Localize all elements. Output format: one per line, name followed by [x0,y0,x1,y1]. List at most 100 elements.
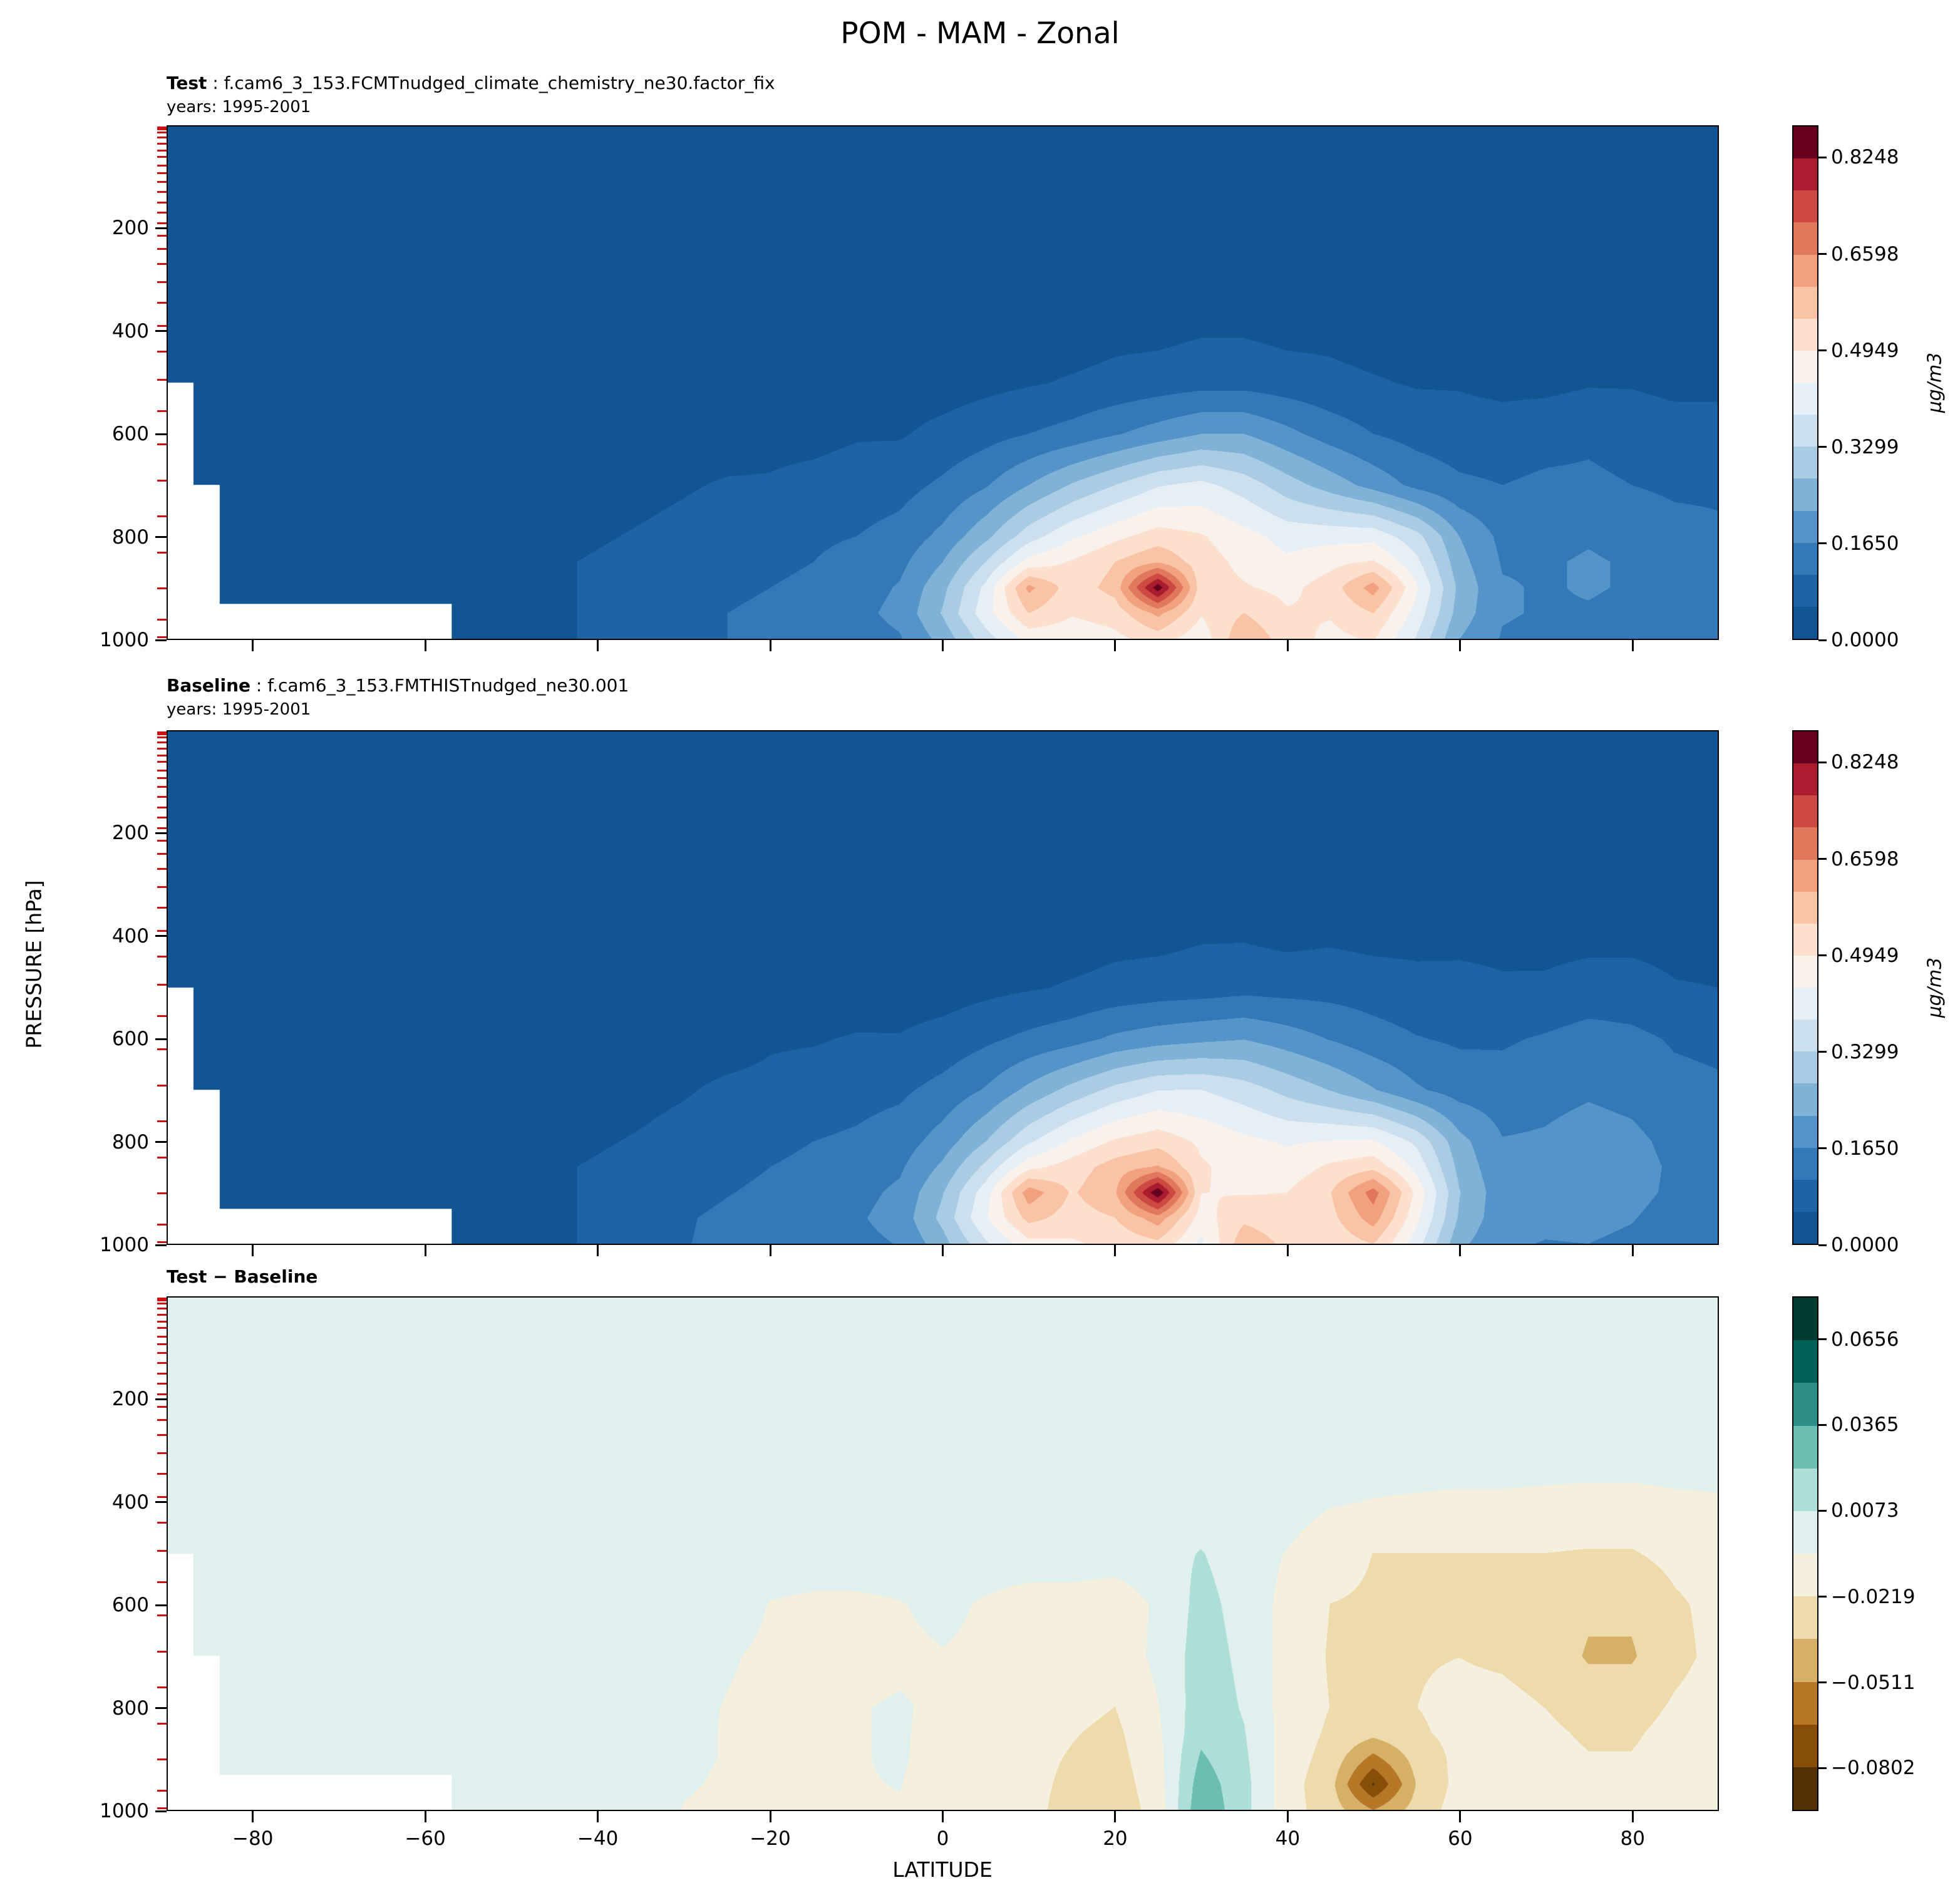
colorbar-segment [1793,350,1817,383]
colorbar-segment [1793,222,1817,255]
colorbar-segment [1793,510,1817,543]
x-tick [1459,1245,1462,1256]
diff-colorbar [1792,1296,1818,1811]
model-level-tick [157,754,167,756]
model-level-tick [157,551,167,554]
x-tick-label: 60 [1448,1827,1473,1850]
colorbar-segment [1793,827,1817,860]
diff-contour-plot [167,1296,1719,1811]
model-level-tick [157,132,167,133]
colorbar-tick-label: −0.0219 [1831,1585,1916,1608]
y-tick [155,1038,167,1040]
y-tick-label: 800 [111,525,149,549]
model-level-tick [157,806,167,808]
colorbar-segment [1793,478,1817,511]
y-tick [155,1244,167,1246]
model-level-tick [157,777,167,779]
model-level-tick [157,191,167,194]
colorbar-segment [1793,731,1817,764]
colorbar-tick [1818,1681,1827,1684]
x-tick-label: −80 [232,1827,274,1850]
colorbar-segment [1793,988,1817,1020]
model-level-tick [157,515,167,518]
y-tick-label: 200 [111,1388,149,1411]
colorbar-tick-label: −0.0511 [1831,1671,1916,1694]
model-level-tick [157,1789,167,1792]
model-level-tick [157,247,167,250]
diff-header-label: Test − Baseline [167,1266,318,1287]
model-level-tick [157,126,167,128]
x-tick [1631,1811,1634,1822]
y-tick-label: 800 [111,1696,149,1720]
model-level-tick [157,827,167,829]
x-tick [769,1811,771,1822]
colorbar-segment [1793,126,1817,159]
model-level-tick [157,852,167,855]
model-level-tick [157,212,167,214]
y-tick [155,433,167,435]
baseline-colorbar-unit: μg/m3 [1924,957,1946,1018]
model-level-tick [157,351,167,353]
colorbar-segment [1793,606,1817,639]
colorbar-tick-label: 0.3299 [1831,1040,1899,1063]
y-tick-label: 1000 [100,1234,149,1256]
colorbar-segment [1793,447,1817,479]
x-tick [424,1245,426,1256]
test-header-label: Test [167,73,207,93]
colorbar-tick [1818,761,1827,763]
model-level-tick [157,410,167,412]
model-level-tick [157,281,167,284]
colorbar-tick-label: 0.1650 [1831,1137,1899,1160]
model-level-tick [157,930,167,932]
model-level-tick [157,886,167,889]
model-level-tick [157,1452,167,1455]
x-tick [1459,1811,1462,1822]
model-level-tick [157,618,167,621]
model-level-tick [157,164,167,167]
model-level-tick [157,222,167,224]
y-tick-label: 400 [111,319,149,343]
colorbar-tick-label: 0.6598 [1831,242,1899,266]
diff-panel-header: Test − Baseline [167,1266,317,1287]
model-level-tick [157,1418,167,1421]
colorbar-tick-label: 0.4949 [1831,944,1899,967]
model-level-tick [157,1048,167,1051]
colorbar-segment [1793,318,1817,351]
colorbar-segment [1793,1211,1817,1244]
model-level-tick [157,1084,167,1087]
colorbar-segment [1793,1767,1817,1810]
test-panel-header: Test : f.cam6_3_153.FCMTnudged_climate_c… [167,73,775,116]
colorbar-tick-label: 0.6598 [1831,847,1899,870]
model-level-tick [157,1650,167,1653]
model-level-tick [157,1581,167,1583]
colorbar-segment [1793,254,1817,287]
y-tick [155,1707,167,1710]
colorbar-tick [1818,1423,1827,1426]
x-tick-label: 20 [1103,1827,1128,1850]
colorbar-segment [1793,1083,1817,1116]
model-level-tick [157,1686,167,1689]
model-level-tick [157,325,167,328]
baseline-header-line: Baseline : f.cam6_3_153.FMTHISTnudged_ne… [167,675,629,696]
model-level-tick [157,263,167,266]
colorbar-segment [1793,542,1817,575]
x-tick [1286,1245,1289,1256]
model-level-tick [157,1383,167,1385]
y-tick-label: 200 [111,822,149,845]
colorbar-segment [1793,1425,1817,1469]
model-level-tick [157,636,167,639]
y-tick-label: 600 [111,423,149,446]
x-tick [424,1811,426,1822]
model-level-tick [157,1807,167,1810]
baseline-panel-header: Baseline : f.cam6_3_153.FMTHISTnudged_ne… [167,675,629,719]
x-tick-label: 80 [1620,1827,1645,1850]
model-level-tick [157,733,167,736]
model-level-tick [157,796,167,798]
model-level-tick [157,149,167,152]
model-level-tick [157,443,167,446]
x-tick [1459,640,1462,651]
model-level-tick [157,840,167,842]
test-colorbar [1792,125,1818,640]
colorbar-tick [1818,639,1827,641]
test-contour-plot [167,125,1719,640]
